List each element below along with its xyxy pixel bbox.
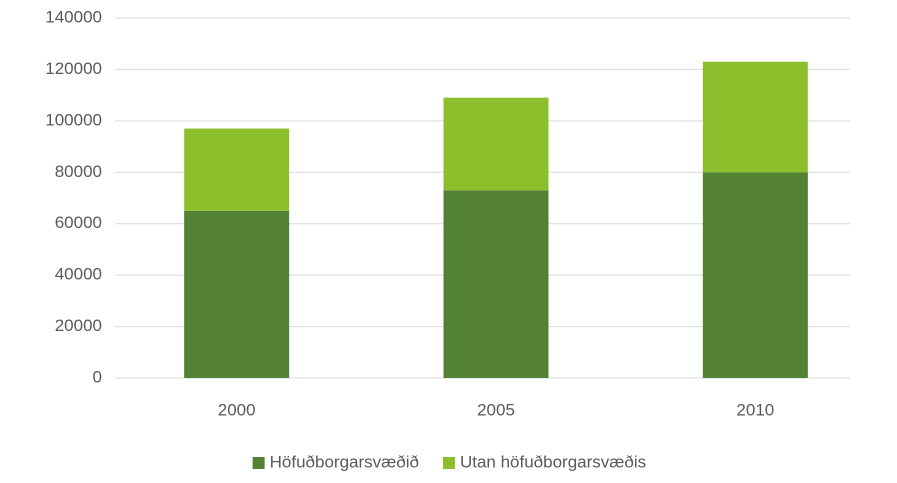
legend-label: Utan höfuðborgarsvæðis <box>460 452 646 471</box>
legend-swatch <box>442 457 455 469</box>
y-tick-label: 0 <box>93 367 102 386</box>
bar-segment <box>443 190 549 378</box>
bar-segment <box>702 172 808 378</box>
bar-segment <box>702 61 808 173</box>
legend-label: Höfuðborgarsvæðið <box>270 452 419 471</box>
bar-segment <box>184 210 290 378</box>
y-tick-label: 60000 <box>55 213 102 232</box>
x-tick-label: 2010 <box>736 400 774 419</box>
y-tick-label: 40000 <box>55 265 102 284</box>
y-tick-label: 100000 <box>45 110 102 129</box>
y-tick-label: 120000 <box>45 59 102 78</box>
x-tick-label: 2000 <box>218 400 256 419</box>
legend-swatch <box>252 457 265 469</box>
bar-segment <box>184 128 290 211</box>
x-tick-label: 2005 <box>477 400 515 419</box>
y-tick-label: 140000 <box>45 7 102 26</box>
y-tick-label: 20000 <box>55 316 102 335</box>
y-tick-label: 80000 <box>55 162 102 181</box>
bar-segment <box>443 97 549 191</box>
